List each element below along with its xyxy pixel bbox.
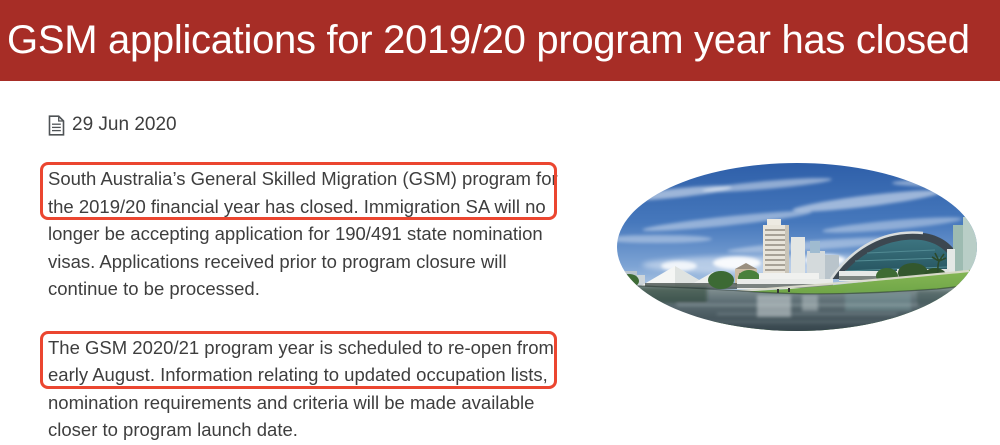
page-title: GSM applications for 2019/20 program yea… [7, 18, 970, 62]
publish-date: 29 Jun 2020 [72, 114, 177, 135]
document-icon [48, 114, 65, 136]
paragraph-block-2: The GSM 2020/21 program year is schedule… [40, 330, 560, 444]
paragraph-text-1: South Australia’s General Skilled Migrat… [48, 168, 558, 299]
adelaide-riverbank-photo [617, 163, 977, 331]
paragraph-block-1: South Australia’s General Skilled Migrat… [40, 162, 560, 303]
article-content: 29 Jun 2020 South Australia’s General Sk… [40, 112, 608, 444]
publish-date-row: 29 Jun 2020 [48, 112, 608, 138]
paragraph-text-2: The GSM 2020/21 program year is schedule… [48, 336, 554, 441]
page-header-banner: GSM applications for 2019/20 program yea… [0, 0, 1000, 81]
